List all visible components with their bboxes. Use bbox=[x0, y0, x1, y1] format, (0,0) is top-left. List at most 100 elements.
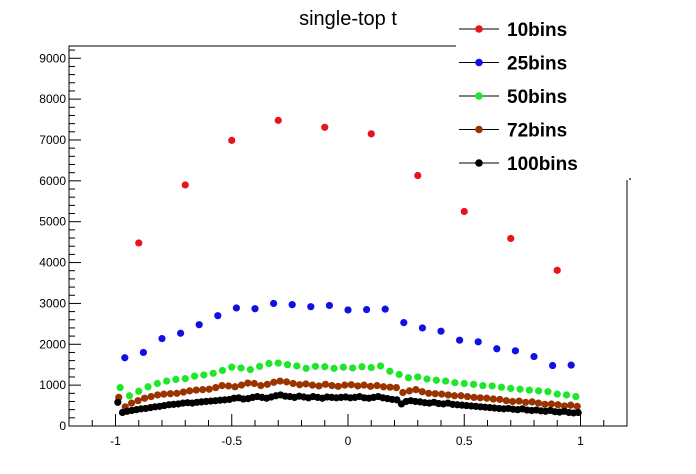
data-point bbox=[554, 401, 562, 409]
data-point bbox=[114, 398, 122, 406]
data-point bbox=[270, 299, 278, 308]
x-tick-label: 1 bbox=[577, 434, 584, 448]
data-point bbox=[549, 361, 557, 370]
data-point bbox=[251, 305, 259, 313]
data-point bbox=[308, 381, 317, 389]
data-point bbox=[293, 362, 301, 370]
data-point bbox=[463, 392, 472, 401]
data-point bbox=[379, 383, 388, 391]
y-tick-label: 5000 bbox=[39, 215, 66, 229]
data-point bbox=[163, 377, 171, 385]
data-point bbox=[173, 389, 181, 397]
data-point bbox=[509, 397, 517, 406]
x-tick-label: -0.5 bbox=[221, 434, 242, 448]
data-point bbox=[199, 386, 207, 394]
data-point bbox=[418, 388, 426, 396]
data-point bbox=[321, 363, 329, 371]
data-point bbox=[393, 396, 401, 404]
data-point bbox=[321, 380, 330, 388]
data-point bbox=[325, 301, 333, 310]
x-tick-label: 0.5 bbox=[456, 434, 473, 448]
data-point bbox=[121, 354, 129, 362]
data-point bbox=[190, 372, 199, 380]
data-point bbox=[451, 379, 459, 387]
data-point bbox=[567, 401, 575, 409]
data-point bbox=[283, 378, 291, 386]
x-tick-label: -1 bbox=[110, 434, 121, 448]
data-point bbox=[572, 392, 580, 401]
y-tick-label: 9000 bbox=[39, 51, 66, 65]
data-point bbox=[425, 389, 433, 397]
data-point bbox=[497, 383, 506, 391]
data-point bbox=[231, 383, 239, 391]
y-tick-label: 6000 bbox=[39, 174, 66, 188]
data-point bbox=[574, 408, 582, 417]
data-point bbox=[367, 363, 375, 372]
legend-entry-25bins: 25bins bbox=[459, 54, 567, 75]
data-point bbox=[232, 304, 240, 312]
data-point bbox=[228, 136, 236, 144]
legend: 10bins 25bins 50bins 72bins 100bins bbox=[456, 12, 631, 180]
legend-entry-10bins: 10bins bbox=[459, 20, 567, 41]
y-tick-label: 8000 bbox=[39, 92, 66, 106]
data-point bbox=[399, 388, 407, 397]
legend-marker bbox=[475, 125, 483, 134]
data-point bbox=[307, 303, 315, 311]
data-point bbox=[479, 381, 487, 390]
data-point bbox=[534, 399, 543, 407]
data-point bbox=[354, 382, 362, 390]
data-point bbox=[160, 390, 168, 398]
data-point bbox=[214, 312, 222, 320]
data-point bbox=[418, 324, 426, 332]
series-10bins bbox=[135, 116, 561, 274]
data-point bbox=[400, 319, 408, 327]
data-point bbox=[158, 334, 166, 343]
data-point bbox=[515, 397, 523, 405]
series-25bins bbox=[121, 299, 575, 370]
legend-label: 10bins bbox=[507, 20, 567, 41]
data-point bbox=[414, 171, 422, 180]
data-point bbox=[256, 362, 264, 370]
data-point bbox=[135, 239, 143, 247]
data-point bbox=[483, 394, 491, 402]
data-point bbox=[530, 352, 538, 361]
data-point bbox=[431, 390, 439, 398]
axes: -1 -0.5 0 0.5 1 0 1000 2000 3000 4000 5000 6000 7000… bbox=[39, 49, 628, 448]
data-point bbox=[423, 375, 431, 383]
data-point bbox=[330, 364, 338, 372]
data-point bbox=[444, 391, 452, 399]
data-point bbox=[341, 381, 349, 389]
data-point bbox=[496, 395, 504, 404]
data-point bbox=[358, 363, 366, 371]
data-point bbox=[493, 345, 501, 353]
data-point bbox=[135, 387, 143, 395]
data-point bbox=[567, 361, 575, 369]
data-point bbox=[412, 386, 420, 394]
legend-marker bbox=[475, 25, 483, 33]
data-point bbox=[562, 391, 571, 399]
data-point bbox=[250, 379, 258, 388]
data-point bbox=[502, 397, 510, 405]
data-point bbox=[321, 123, 329, 131]
data-point bbox=[573, 402, 581, 410]
data-point bbox=[195, 321, 203, 329]
data-point bbox=[177, 329, 185, 337]
chart-title: single-top t bbox=[299, 8, 397, 30]
data-point bbox=[125, 392, 134, 400]
data-point bbox=[181, 375, 189, 383]
data-point bbox=[212, 383, 220, 392]
data-point bbox=[386, 367, 394, 375]
legend-label: 100bins bbox=[507, 154, 578, 175]
data-point bbox=[276, 377, 284, 385]
data-point bbox=[228, 363, 236, 371]
legend-label: 72bins bbox=[507, 121, 567, 142]
data-point bbox=[414, 373, 422, 381]
data-point bbox=[139, 348, 147, 357]
data-point bbox=[172, 375, 180, 384]
legend-marker bbox=[475, 58, 483, 67]
data-point bbox=[127, 399, 136, 407]
x-tick-label: 0 bbox=[345, 434, 352, 448]
data-point bbox=[274, 116, 282, 124]
data-point bbox=[311, 362, 320, 370]
data-point bbox=[265, 359, 273, 368]
